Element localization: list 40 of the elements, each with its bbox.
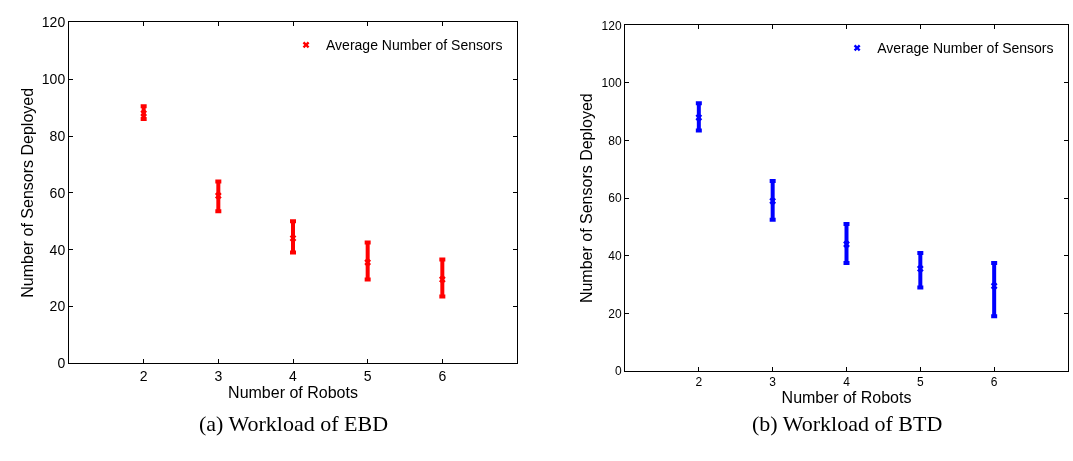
point xyxy=(769,197,777,205)
y-tick-label: 0 xyxy=(57,355,66,372)
y-tick-label: 20 xyxy=(608,306,622,321)
point xyxy=(214,192,222,200)
text: (b) Workload of BTD xyxy=(752,411,943,436)
x-axis-title: Number of Robots xyxy=(781,389,912,407)
y-tick-label: 120 xyxy=(601,18,622,33)
x-tick-label: 6 xyxy=(438,368,447,385)
x-tick-label: 4 xyxy=(843,375,851,390)
legend-label: Average Number of Sensors xyxy=(326,37,503,54)
y-tick-label: 40 xyxy=(608,248,622,263)
y-tick-label: 80 xyxy=(608,133,622,148)
y-axis-title: Number of Sensors Deployed xyxy=(578,93,596,304)
x-tick-label: 6 xyxy=(990,375,998,390)
x-tick-label: 5 xyxy=(363,368,372,385)
x-tick-label: 3 xyxy=(769,375,777,390)
y-tick-label: 40 xyxy=(49,241,66,258)
x-tick-label: 2 xyxy=(139,368,148,385)
x-tick-label: 3 xyxy=(214,368,223,385)
point xyxy=(990,282,998,290)
y-tick-label: 0 xyxy=(614,364,622,379)
y-tick-label: 100 xyxy=(41,71,66,88)
x-tick-label: 2 xyxy=(695,375,703,390)
point xyxy=(364,259,372,266)
point xyxy=(916,265,924,273)
point xyxy=(289,234,297,242)
y-tick-label: 60 xyxy=(49,184,66,201)
y-tick-label: 80 xyxy=(49,127,66,144)
point xyxy=(140,109,148,117)
x-axis-title: Number of Robots xyxy=(228,384,358,402)
y-tick-label: 20 xyxy=(49,298,66,315)
y-tick-label: 120 xyxy=(41,14,66,31)
y-tick-label: 60 xyxy=(608,191,622,206)
x-tick-label: 5 xyxy=(916,375,924,390)
y-axis-title: Number of Sensors Deployed xyxy=(18,87,36,298)
x-tick-label: 4 xyxy=(289,368,298,385)
legend-label: Average Number of Sensors xyxy=(877,40,1054,57)
y-tick-label: 100 xyxy=(601,76,622,91)
text: (a) Workload of EBD xyxy=(199,411,389,436)
point xyxy=(695,114,703,121)
